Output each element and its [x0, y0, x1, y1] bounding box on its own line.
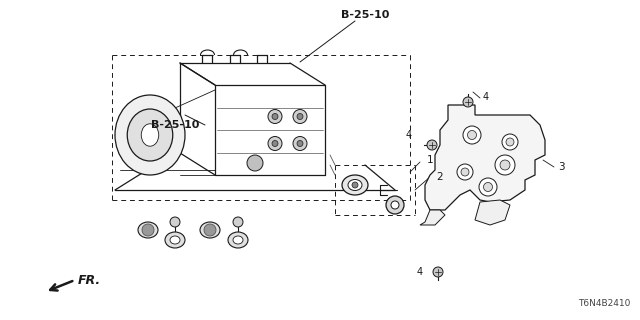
Circle shape — [506, 138, 514, 146]
Text: FR.: FR. — [78, 274, 101, 286]
Text: 4: 4 — [417, 267, 423, 277]
Circle shape — [268, 109, 282, 124]
Ellipse shape — [165, 232, 185, 248]
Polygon shape — [420, 210, 445, 225]
Text: 4: 4 — [483, 92, 489, 102]
Circle shape — [297, 140, 303, 147]
Circle shape — [268, 137, 282, 150]
Circle shape — [386, 196, 404, 214]
Circle shape — [461, 168, 469, 176]
Ellipse shape — [205, 226, 215, 234]
Circle shape — [297, 114, 303, 119]
Circle shape — [467, 131, 477, 140]
Circle shape — [293, 137, 307, 150]
Circle shape — [427, 140, 437, 150]
Circle shape — [495, 155, 515, 175]
Circle shape — [483, 182, 493, 191]
Circle shape — [479, 178, 497, 196]
Circle shape — [463, 126, 481, 144]
Text: B-25-10: B-25-10 — [151, 120, 199, 130]
Ellipse shape — [138, 222, 158, 238]
Ellipse shape — [233, 236, 243, 244]
Circle shape — [204, 224, 216, 236]
Ellipse shape — [115, 95, 185, 175]
Ellipse shape — [348, 180, 362, 190]
Ellipse shape — [127, 109, 173, 161]
Text: B-25-10: B-25-10 — [341, 10, 389, 20]
Circle shape — [293, 109, 307, 124]
Ellipse shape — [200, 222, 220, 238]
Circle shape — [463, 97, 473, 107]
Circle shape — [233, 217, 243, 227]
Ellipse shape — [228, 232, 248, 248]
Text: T6N4B2410: T6N4B2410 — [578, 299, 630, 308]
Polygon shape — [475, 200, 510, 225]
Circle shape — [272, 140, 278, 147]
Circle shape — [457, 164, 473, 180]
Circle shape — [142, 224, 154, 236]
Text: 3: 3 — [558, 162, 564, 172]
Ellipse shape — [143, 226, 153, 234]
Ellipse shape — [342, 175, 368, 195]
Text: 4: 4 — [406, 130, 412, 140]
Circle shape — [170, 217, 180, 227]
Circle shape — [500, 160, 510, 170]
Circle shape — [352, 182, 358, 188]
Circle shape — [247, 155, 263, 171]
Circle shape — [391, 201, 399, 209]
Text: 2: 2 — [436, 172, 444, 182]
Ellipse shape — [141, 124, 159, 146]
Text: 1: 1 — [427, 155, 433, 165]
Polygon shape — [425, 105, 545, 210]
Ellipse shape — [170, 236, 180, 244]
Circle shape — [433, 267, 443, 277]
Circle shape — [272, 114, 278, 119]
Circle shape — [502, 134, 518, 150]
